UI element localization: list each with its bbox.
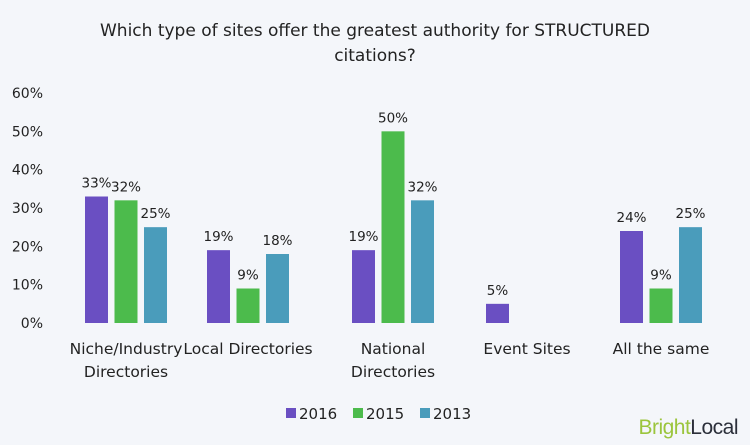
data-label: 24%	[616, 210, 646, 226]
data-label: 5%	[487, 283, 509, 299]
bar-2013	[144, 227, 167, 323]
y-tick-label: 20%	[12, 239, 43, 255]
y-tick-label: 60%	[12, 86, 43, 102]
data-label: 50%	[378, 110, 408, 126]
y-tick-label: 30%	[12, 201, 43, 217]
bar-2016	[85, 196, 108, 323]
data-label: 25%	[675, 206, 705, 222]
x-tick-label: Local Directories	[183, 340, 312, 358]
bar-2016	[620, 231, 643, 323]
x-tick-label: All the same	[613, 340, 710, 358]
x-tick-label: Niche/Industry	[70, 340, 183, 358]
legend: 2016 2015 2013	[286, 405, 471, 423]
y-tick-label: 0%	[21, 316, 43, 332]
bar-2016	[207, 250, 230, 323]
legend-label: 2016	[299, 405, 337, 423]
data-label: 19%	[203, 229, 233, 245]
data-label: 9%	[650, 268, 672, 284]
data-label: 9%	[237, 268, 259, 284]
x-axis: Niche/Industry Directories Local Directori…	[70, 340, 710, 381]
chart-title-line: Which type of sites offer the greatest a…	[100, 21, 650, 41]
x-tick-label: Directories	[84, 363, 168, 381]
bar-2013	[266, 254, 289, 323]
bar-2016	[486, 303, 509, 323]
data-label: 25%	[140, 206, 170, 222]
bar-2015	[649, 288, 673, 323]
legend-swatch-2013	[420, 408, 430, 418]
x-tick-label: Directories	[351, 363, 435, 381]
bar-2015	[381, 131, 405, 323]
chart-title: Which type of sites offer the greatest a…	[100, 21, 650, 66]
bars: 33% 32%25%19%9%18% 19%50%32%5%24%9%25%	[81, 110, 706, 323]
bar-2013	[411, 200, 434, 323]
legend-swatch-2016	[286, 408, 296, 418]
y-tick-label: 40%	[12, 163, 43, 179]
bar-2016	[352, 250, 375, 323]
data-label: 32%	[407, 179, 437, 195]
data-label: 33%	[81, 176, 111, 192]
x-tick-label: National	[361, 340, 426, 358]
bar-2015	[114, 200, 138, 323]
legend-swatch-2015	[353, 408, 363, 418]
y-tick-label: 10%	[12, 278, 43, 294]
y-axis: 0% 10% 20% 30% 40% 50% 60%	[12, 86, 43, 332]
data-label: 18%	[262, 233, 292, 249]
bar-2013	[679, 227, 702, 323]
data-label: 32%	[111, 179, 141, 195]
y-tick-label: 50%	[12, 124, 43, 140]
chart-title-line: citations?	[334, 46, 416, 66]
brightlocal-logo: BrightLocal	[638, 416, 738, 439]
x-tick-label: Event Sites	[483, 340, 570, 358]
legend-label: 2013	[433, 405, 471, 423]
legend-label: 2015	[366, 405, 404, 423]
bar-2015	[236, 288, 260, 323]
data-label: 19%	[348, 229, 378, 245]
